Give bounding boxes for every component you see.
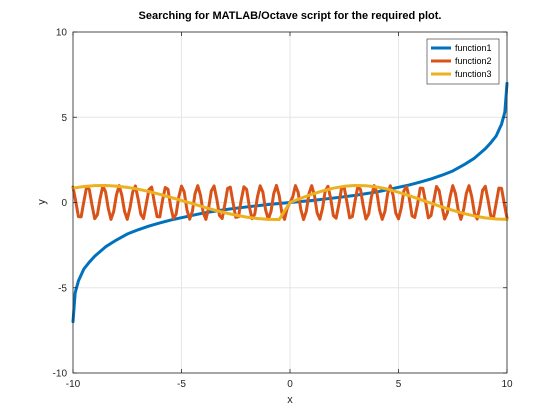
legend: function1 function2 function3 (426, 38, 500, 85)
chart-title: Searching for MATLAB/Octave script for t… (139, 10, 442, 22)
y-tick-label: 0 (61, 198, 67, 209)
y-tick-label: -5 (58, 283, 67, 294)
legend-label-function2: function2 (455, 56, 492, 66)
series-group (71, 81, 509, 324)
x-tick-label: -5 (177, 379, 186, 390)
axes (72, 31, 508, 374)
legend-label-function3: function3 (455, 69, 492, 79)
y-tick-label: 10 (56, 28, 68, 39)
x-axis-label: x (287, 394, 293, 406)
legend-label-function1: function1 (455, 43, 492, 53)
y-tick-label: 5 (61, 113, 67, 124)
x-tick-label: 0 (287, 379, 293, 390)
x-tick-label: -10 (66, 379, 81, 390)
y-axis-label: y (36, 199, 48, 205)
x-tick-label: 5 (396, 379, 402, 390)
y-tick-label: -10 (53, 369, 68, 380)
x-tick-label: 10 (501, 379, 513, 390)
tick-labels: -10 -5 0 5 10 -10 -5 0 5 10 (53, 28, 513, 391)
series-line-function3 (71, 183, 509, 222)
